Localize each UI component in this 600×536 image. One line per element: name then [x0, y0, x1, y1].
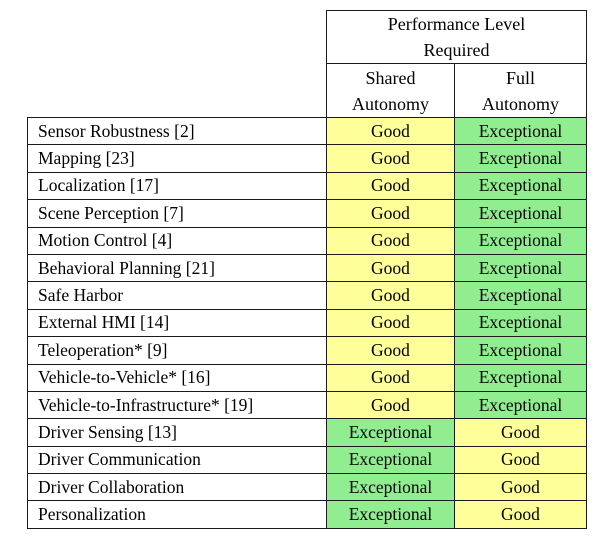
shared-autonomy-level-cell: Good	[326, 281, 455, 310]
capability-label: Motion Control [4]	[27, 226, 327, 255]
table-column-header-row: Shared Autonomy Full Autonomy	[28, 63, 587, 118]
capability-label: Driver Collaboration	[27, 473, 327, 502]
full-autonomy-level-cell: Exceptional	[454, 363, 587, 392]
full-autonomy-level-cell: Good	[454, 418, 587, 447]
table-row: Sensor Robustness [2] Good Exceptional	[27, 116, 587, 146]
table-body: Sensor Robustness [2] Good Exceptional M…	[27, 116, 587, 529]
full-autonomy-level-cell: Exceptional	[454, 390, 587, 420]
header-title-line-2: Required	[423, 40, 490, 60]
full-autonomy-level-cell: Exceptional	[454, 308, 587, 338]
shared-autonomy-level-cell: Good	[326, 226, 455, 255]
column-header-shared-autonomy: Shared Autonomy	[326, 63, 455, 118]
capability-label: Safe Harbor	[27, 281, 327, 310]
shared-autonomy-line-2: Autonomy	[351, 93, 429, 114]
shared-autonomy-level-cell: Exceptional	[326, 445, 455, 475]
shared-autonomy-level-cell: Exceptional	[326, 500, 455, 529]
table-row: Safe Harbor Good Exceptional	[27, 281, 587, 310]
capability-label: Teleoperation* [9]	[27, 336, 327, 365]
full-autonomy-level-cell: Good	[454, 445, 587, 475]
capability-label: Vehicle-to-Vehicle* [16]	[27, 363, 327, 392]
full-autonomy-level-cell: Exceptional	[454, 171, 587, 201]
shared-autonomy-level-cell: Good	[326, 308, 455, 338]
shared-autonomy-level-cell: Good	[326, 171, 455, 201]
full-autonomy-level-cell: Good	[454, 500, 587, 529]
shared-autonomy-level-cell: Good	[326, 336, 455, 365]
shared-autonomy-line-1: Shared	[365, 67, 416, 88]
full-autonomy-level-cell: Good	[454, 473, 587, 502]
table-row: Vehicle-to-Infrastructure* [19] Good Exc…	[27, 390, 587, 420]
table-row: Scene Perception [7] Good Exceptional	[27, 199, 587, 228]
table-row: Driver Collaboration Exceptional Good	[27, 473, 587, 502]
table-header-title: Performance Level Required	[326, 10, 587, 64]
table-row: Motion Control [4] Good Exceptional	[27, 226, 587, 255]
capability-label: Behavioral Planning [21]	[27, 253, 327, 283]
full-autonomy-level-cell: Exceptional	[454, 281, 587, 310]
table-header-title-row: Performance Level Required	[28, 10, 587, 64]
capability-label: Driver Communication	[27, 445, 327, 475]
full-autonomy-level-cell: Exceptional	[454, 116, 587, 146]
capability-label: Vehicle-to-Infrastructure* [19]	[27, 390, 327, 420]
full-autonomy-level-cell: Exceptional	[454, 226, 587, 255]
capability-label: Sensor Robustness [2]	[27, 116, 327, 146]
shared-autonomy-level-cell: Good	[326, 144, 455, 173]
performance-level-table: Performance Level Required Shared Autono…	[27, 10, 587, 529]
empty-corner	[28, 11, 327, 64]
capability-label: Driver Sensing [13]	[27, 418, 327, 447]
shared-autonomy-level-cell: Good	[326, 253, 455, 283]
table-row: Personalization Exceptional Good	[27, 500, 587, 529]
table-row: Mapping [23] Good Exceptional	[27, 144, 587, 173]
capability-label: Localization [17]	[27, 171, 327, 201]
shared-autonomy-level-cell: Good	[326, 390, 455, 420]
table-row: External HMI [14] Good Exceptional	[27, 308, 587, 338]
empty-corner	[28, 64, 327, 118]
full-autonomy-level-cell: Exceptional	[454, 253, 587, 283]
shared-autonomy-level-cell: Exceptional	[326, 418, 455, 447]
table-row: Vehicle-to-Vehicle* [16] Good Exceptiona…	[27, 363, 587, 392]
full-autonomy-line-2: Autonomy	[481, 93, 559, 114]
column-header-full-autonomy: Full Autonomy	[454, 63, 587, 118]
capability-label: Scene Perception [7]	[27, 199, 327, 228]
shared-autonomy-level-cell: Good	[326, 199, 455, 228]
table-row: Teleoperation* [9] Good Exceptional	[27, 336, 587, 365]
shared-autonomy-level-cell: Good	[326, 363, 455, 392]
shared-autonomy-level-cell: Exceptional	[326, 473, 455, 502]
capability-label: Personalization	[27, 500, 327, 529]
capability-label: External HMI [14]	[27, 308, 327, 338]
full-autonomy-level-cell: Exceptional	[454, 144, 587, 173]
table-row: Driver Sensing [13] Exceptional Good	[27, 418, 587, 447]
table-row: Driver Communication Exceptional Good	[27, 445, 587, 475]
full-autonomy-level-cell: Exceptional	[454, 199, 587, 228]
header-title-line-1: Performance Level	[387, 14, 526, 34]
full-autonomy-level-cell: Exceptional	[454, 336, 587, 365]
table-row: Behavioral Planning [21] Good Exceptiona…	[27, 253, 587, 283]
table-row: Localization [17] Good Exceptional	[27, 171, 587, 201]
shared-autonomy-level-cell: Good	[326, 116, 455, 146]
capability-label: Mapping [23]	[27, 144, 327, 173]
full-autonomy-line-1: Full	[505, 67, 535, 88]
